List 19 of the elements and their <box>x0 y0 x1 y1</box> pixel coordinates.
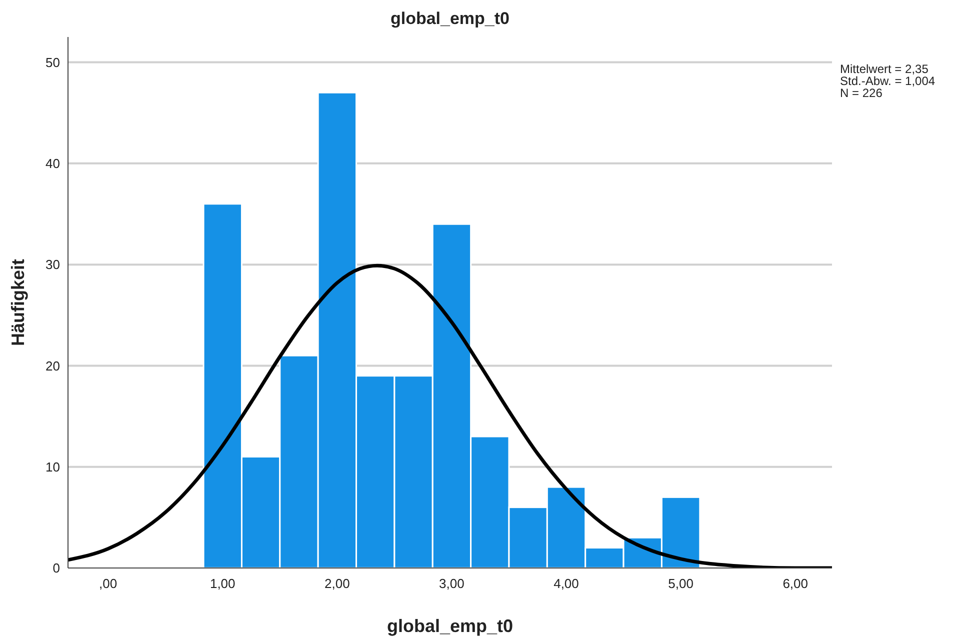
y-tick-label: 20 <box>46 358 60 374</box>
x-tick-label: 2,00 <box>324 576 350 591</box>
x-tick-label: 6,00 <box>782 576 808 591</box>
y-tick-label: 0 <box>52 560 60 576</box>
text: N = 226 <box>840 86 883 100</box>
x-tick-label: ,00 <box>99 576 118 591</box>
x-tick-label: 3,00 <box>439 576 464 591</box>
y-tick-label: 10 <box>46 459 60 474</box>
text: Std.-Abw. = 1,004 <box>840 74 936 88</box>
x-tick-label: 5,00 <box>668 576 694 591</box>
chart-title: global_emp_t0 <box>390 9 510 28</box>
x-tick-label: 4,00 <box>554 576 579 591</box>
x-axis-title: global_emp_t0 <box>386 616 514 636</box>
text: Mittelwert = 2,35 <box>840 62 929 76</box>
y-tick-label: 50 <box>46 54 60 70</box>
x-tick-label: 1,00 <box>210 576 236 591</box>
y-tick-label: 30 <box>46 257 60 272</box>
y-tick-label: 40 <box>46 156 60 171</box>
y-axis-title: Häufigkeit <box>8 258 28 346</box>
